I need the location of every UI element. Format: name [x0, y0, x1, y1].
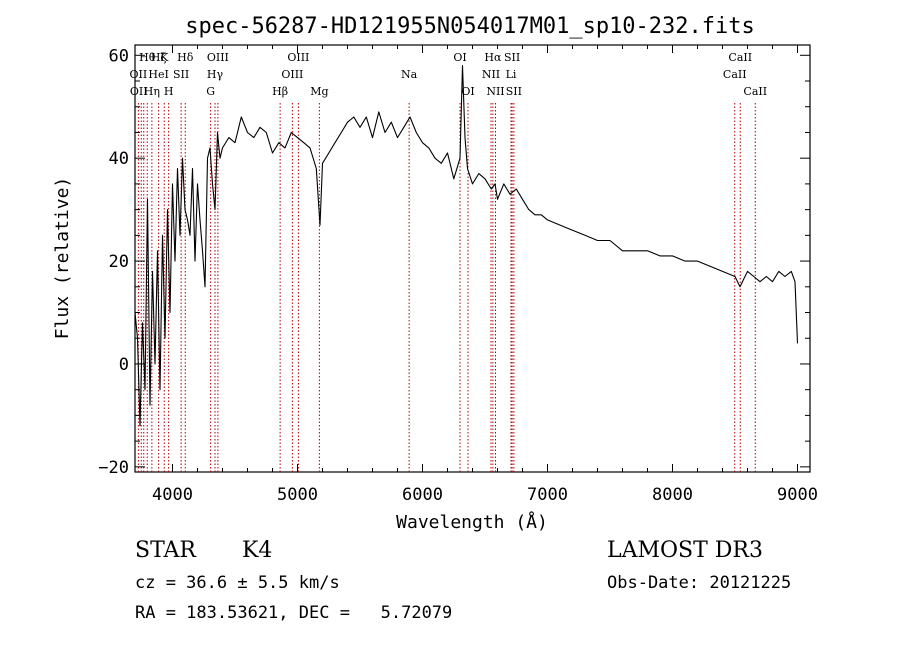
- y-axis-label: Flux (relative): [52, 177, 73, 340]
- line-markers: [137, 103, 756, 472]
- plot-frame: [134, 44, 811, 473]
- x-tick-label-8000: 8000: [652, 485, 693, 505]
- y-tick-label-60: 60: [109, 46, 129, 66]
- line-label-15: OIII: [281, 68, 303, 81]
- x-tick-label-9000: 9000: [777, 485, 818, 505]
- line-label-21: SII: [504, 51, 520, 64]
- obs-date: Obs-Date: 20121225: [607, 573, 792, 593]
- x-axis-label: Wavelength (Å): [396, 511, 548, 533]
- survey-name: LAMOST DR3: [607, 538, 763, 563]
- line-label-7: SII: [173, 68, 189, 81]
- line-label-28: CaII: [743, 85, 767, 98]
- line-label-4: K: [160, 51, 169, 64]
- line-label-25: SII: [506, 85, 522, 98]
- line-label-9: Hδ: [177, 51, 194, 64]
- line-label-8: H: [164, 85, 174, 98]
- y-tick-label-0: 0: [119, 355, 129, 375]
- y-tick-label--20: −20: [98, 458, 129, 478]
- x-tick-label-7000: 7000: [527, 485, 568, 505]
- line-label-27: CaII: [723, 68, 747, 81]
- line-label-3: Hζ: [151, 51, 167, 64]
- line-label-1: OII: [130, 68, 148, 81]
- line-label-23: Li: [506, 68, 517, 81]
- line-label-20: Hα: [484, 51, 502, 64]
- line-label-22: NII: [482, 68, 500, 81]
- line-label-10: OIII: [207, 51, 229, 64]
- line-label-6: Hη: [144, 85, 160, 98]
- redshift-readout: cz = 36.6 ± 5.5 km/s: [135, 573, 340, 593]
- line-label-2: OII: [130, 85, 148, 98]
- object-class: STAR: [135, 538, 196, 563]
- line-label-14: OIII: [287, 51, 309, 64]
- line-label-17: Na: [401, 68, 418, 81]
- series-line-flux: [134, 65, 799, 427]
- x-axis: 4000 5000 6000 7000 8000 9000: [152, 45, 818, 505]
- line-label-12: G: [206, 85, 215, 98]
- y-tick-label-40: 40: [109, 149, 129, 169]
- y-tick-label-20: 20: [109, 252, 129, 272]
- line-label-13: Hβ: [272, 85, 288, 98]
- line-label-0: Hθ: [139, 51, 156, 64]
- line-label-11: Hγ: [207, 68, 224, 81]
- object-subclass: K4: [242, 538, 273, 563]
- series-group: [134, 65, 799, 427]
- line-label-18: OI: [453, 51, 466, 64]
- line-label-26: CaII: [728, 51, 752, 64]
- x-tick-label-6000: 6000: [402, 485, 443, 505]
- line-label-16: Mg: [310, 85, 328, 98]
- x-tick-label-5000: 5000: [277, 485, 318, 505]
- line-label-24: NII: [486, 85, 504, 98]
- coordinates: RA = 183.53621, DEC = 5.72079: [135, 603, 453, 623]
- chart-title: spec-56287-HD121955N054017M01_sp10-232.f…: [185, 14, 755, 39]
- x-tick-label-4000: 4000: [152, 485, 193, 505]
- line-label-5: HeI: [148, 68, 168, 81]
- y-axis: −20 0 20 40 60: [98, 46, 810, 478]
- line-label-19: OI: [461, 85, 474, 98]
